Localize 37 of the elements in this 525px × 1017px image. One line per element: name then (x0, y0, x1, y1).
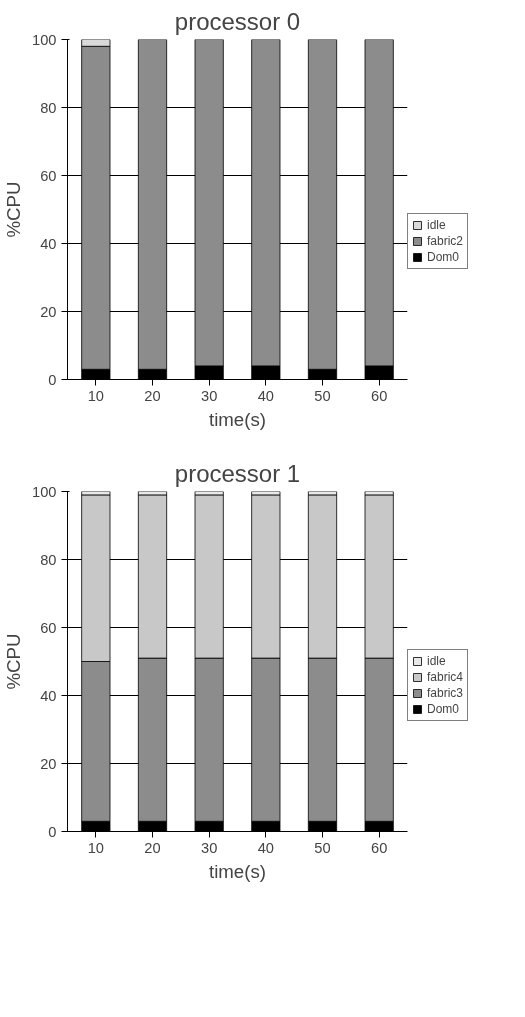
y-tick-label: 60 (40, 619, 57, 636)
y-tick-label: 80 (40, 551, 57, 568)
legend-label: Dom0 (427, 250, 460, 264)
legend-label: fabric4 (427, 670, 464, 684)
y-tick-label: 20 (40, 303, 57, 320)
x-tick-label: 10 (87, 387, 104, 404)
x-tick-label: 10 (87, 839, 104, 856)
x-tick-label: 40 (257, 387, 274, 404)
x-axis-title: time(s) (209, 408, 266, 430)
chart-title: processor 1 (174, 459, 301, 487)
legend-label: fabric3 (427, 686, 464, 700)
y-tick-label: 80 (40, 99, 57, 116)
y-axis-title: %CPU (3, 181, 25, 238)
x-tick-label: 60 (371, 839, 388, 856)
x-tick-label: 30 (201, 839, 218, 856)
x-tick-label: 20 (144, 387, 161, 404)
y-tick-label: 40 (40, 687, 57, 704)
x-tick-label: 60 (371, 387, 388, 404)
y-tick-label: 100 (32, 31, 57, 48)
legend-label: idle (427, 218, 447, 232)
x-tick-label: 50 (314, 387, 331, 404)
legend-label: Dom0 (427, 702, 460, 716)
x-tick-label: 50 (314, 839, 331, 856)
legend-label: fabric2 (427, 234, 464, 248)
y-tick-label: 20 (40, 755, 57, 772)
y-tick-label: 100 (32, 483, 57, 500)
x-tick-label: 40 (257, 839, 274, 856)
legend-label: idle (427, 654, 447, 668)
y-tick-label: 0 (48, 823, 57, 840)
y-axis-title: %CPU (3, 633, 25, 690)
x-tick-label: 30 (201, 387, 218, 404)
y-tick-label: 60 (40, 167, 57, 184)
y-tick-label: 40 (40, 235, 57, 252)
y-tick-label: 0 (48, 371, 57, 388)
chart-title: processor 0 (174, 7, 301, 35)
x-axis-title: time(s) (209, 860, 266, 882)
x-tick-label: 20 (144, 839, 161, 856)
